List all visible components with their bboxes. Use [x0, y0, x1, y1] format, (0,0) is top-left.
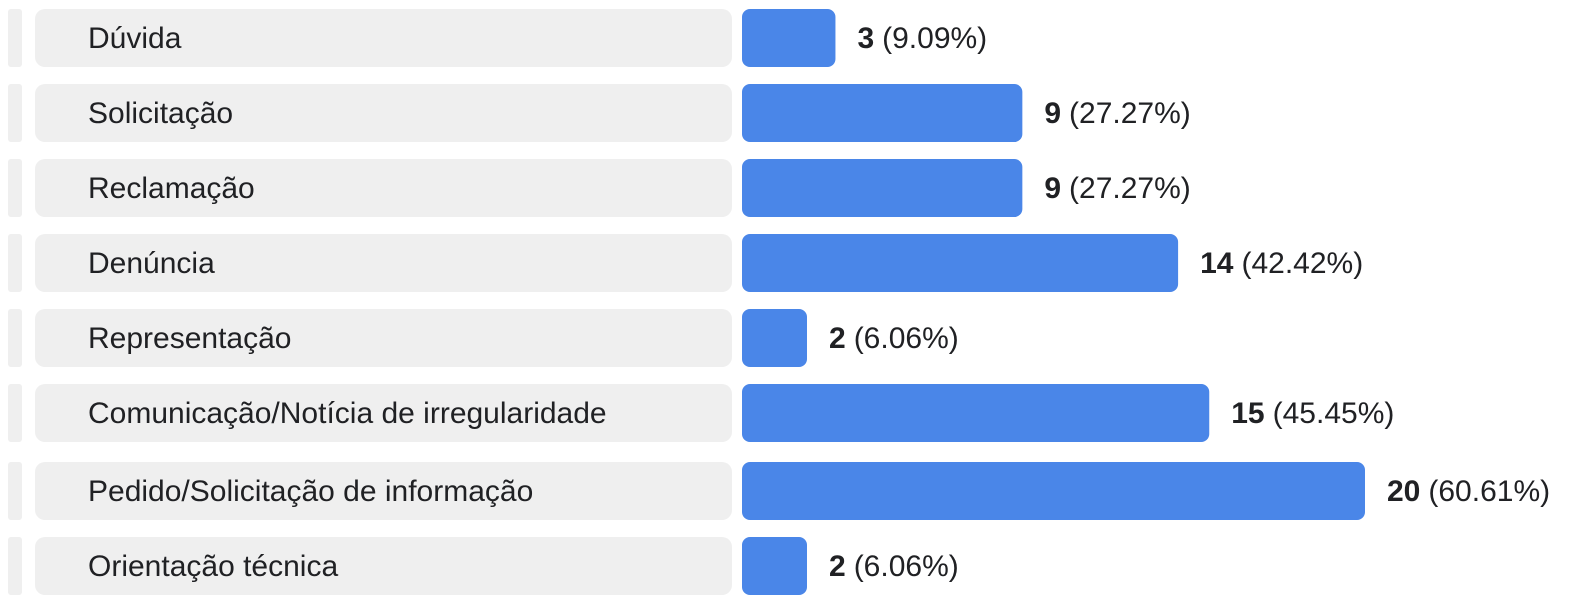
row-marker — [8, 84, 22, 142]
bar — [742, 9, 836, 67]
bar — [742, 84, 1023, 142]
category-label: Dúvida — [88, 22, 182, 55]
label-box — [35, 234, 732, 292]
bar — [742, 309, 807, 367]
count: 9 — [1044, 172, 1061, 205]
bar — [742, 159, 1023, 217]
value-label: 3 (9.09%) — [857, 22, 987, 55]
count: 15 — [1231, 397, 1264, 430]
category-label: Pedido/Solicitação de informação — [88, 475, 533, 508]
count: 2 — [829, 550, 846, 583]
percent: (6.06%) — [854, 550, 959, 583]
label-box — [35, 309, 732, 367]
value-label: 9 (27.27%) — [1044, 172, 1190, 205]
label-box — [35, 462, 732, 520]
row-marker — [8, 9, 22, 67]
percent: (9.09%) — [882, 22, 987, 55]
percent: (42.42%) — [1241, 247, 1363, 280]
percent: (60.61%) — [1428, 475, 1550, 508]
category-label: Comunicação/Notícia de irregularidade — [88, 397, 607, 430]
category-label: Representação — [88, 322, 291, 355]
value-label: 15 (45.45%) — [1231, 397, 1394, 430]
row-marker — [8, 309, 22, 367]
row-marker — [8, 159, 22, 217]
label-box — [35, 159, 732, 217]
category-label: Orientação técnica — [88, 550, 338, 583]
row-marker — [8, 384, 22, 442]
percent: (27.27%) — [1069, 97, 1191, 130]
bar — [742, 462, 1365, 520]
value-label: 2 (6.06%) — [829, 550, 959, 583]
percent: (6.06%) — [854, 322, 959, 355]
category-label: Denúncia — [88, 247, 215, 280]
count: 20 — [1387, 475, 1420, 508]
label-box — [35, 384, 732, 442]
value-label: 9 (27.27%) — [1044, 97, 1190, 130]
category-label: Reclamação — [88, 172, 255, 205]
row-marker — [8, 537, 22, 595]
value-label: 2 (6.06%) — [829, 322, 959, 355]
count: 3 — [857, 22, 874, 55]
count: 2 — [829, 322, 846, 355]
category-label: Solicitação — [88, 97, 233, 130]
percent: (45.45%) — [1273, 397, 1395, 430]
row-marker — [8, 462, 22, 520]
bar — [742, 234, 1179, 292]
count: 9 — [1044, 97, 1061, 130]
value-label: 20 (60.61%) — [1387, 475, 1550, 508]
percent: (27.27%) — [1069, 172, 1191, 205]
value-label: 14 (42.42%) — [1200, 247, 1363, 280]
label-box — [35, 84, 732, 142]
label-box — [35, 9, 732, 67]
row-marker — [8, 234, 22, 292]
label-box — [35, 537, 732, 595]
bar — [742, 384, 1210, 442]
bar — [742, 537, 807, 595]
count: 14 — [1200, 247, 1234, 280]
